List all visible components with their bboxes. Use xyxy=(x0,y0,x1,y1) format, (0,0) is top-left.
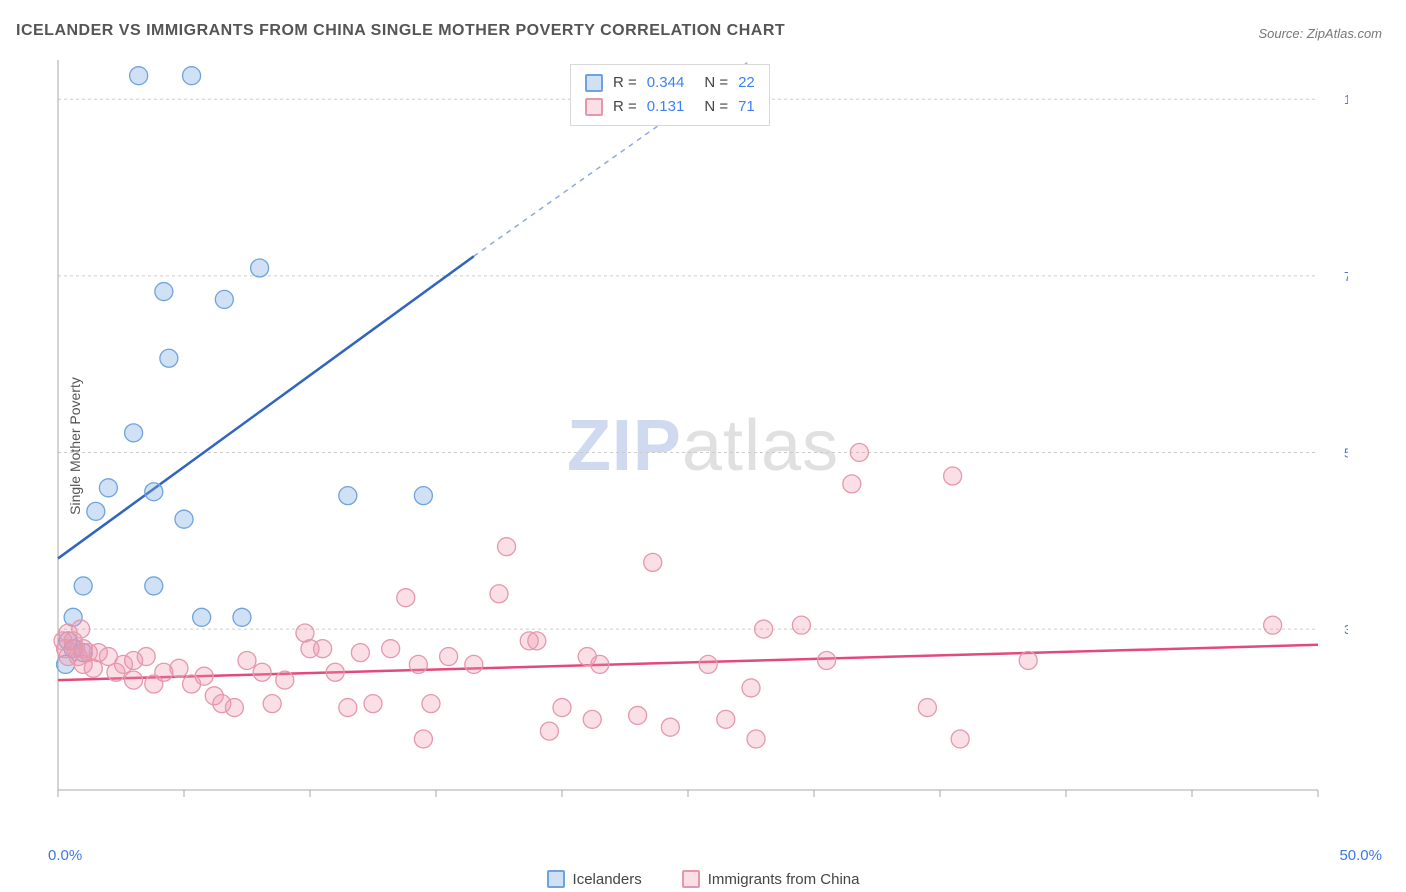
svg-text:55.0%: 55.0% xyxy=(1344,445,1348,460)
legend-n-value: 22 xyxy=(738,71,755,95)
svg-text:32.5%: 32.5% xyxy=(1344,622,1348,637)
chart-area: 100.0% 77.5% 55.0% 32.5% xyxy=(48,60,1378,830)
legend-row: R = 0.131 N = 71 xyxy=(585,95,755,119)
series-legend: Icelanders Immigrants from China xyxy=(0,870,1406,888)
chart-container: ICELANDER VS IMMIGRANTS FROM CHINA SINGL… xyxy=(0,0,1406,892)
legend-n-value: 71 xyxy=(738,95,755,119)
legend-swatch-icon xyxy=(585,74,603,92)
legend-swatch-icon xyxy=(585,98,603,116)
legend-r-value: 0.344 xyxy=(647,71,685,95)
legend-item: Immigrants from China xyxy=(682,870,860,888)
x-axis-max-label: 50.0% xyxy=(1339,847,1382,864)
legend-n-label: N = xyxy=(704,95,728,119)
legend-n-label: N = xyxy=(704,71,728,95)
svg-text:77.5%: 77.5% xyxy=(1344,269,1348,284)
legend-r-label: R = xyxy=(613,95,637,119)
legend-swatch-icon xyxy=(682,870,700,888)
legend-swatch-icon xyxy=(547,870,565,888)
x-axis-min-label: 0.0% xyxy=(48,847,82,864)
legend-row: R = 0.344 N = 22 xyxy=(585,71,755,95)
legend-r-value: 0.131 xyxy=(647,95,685,119)
svg-text:100.0%: 100.0% xyxy=(1344,92,1348,107)
legend-item-label: Immigrants from China xyxy=(708,871,860,888)
scatter-plot-svg: 100.0% 77.5% 55.0% 32.5% xyxy=(48,60,1348,820)
legend-item: Icelanders xyxy=(547,870,642,888)
legend-item-label: Icelanders xyxy=(573,871,642,888)
correlation-legend-box: R = 0.344 N = 22 R = 0.131 N = 71 xyxy=(570,64,770,126)
chart-title: ICELANDER VS IMMIGRANTS FROM CHINA SINGL… xyxy=(16,22,785,40)
source-label: Source: ZipAtlas.com xyxy=(1258,26,1382,41)
legend-r-label: R = xyxy=(613,71,637,95)
